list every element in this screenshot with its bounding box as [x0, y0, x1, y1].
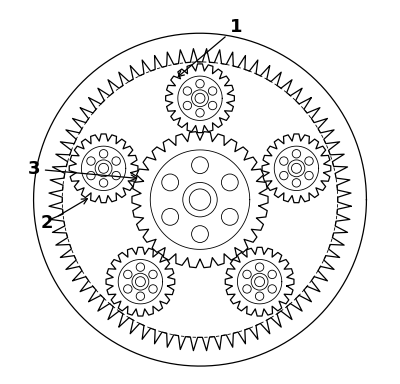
Circle shape: [292, 150, 301, 158]
Polygon shape: [106, 247, 175, 316]
Circle shape: [192, 157, 208, 174]
Circle shape: [124, 270, 132, 279]
Circle shape: [288, 160, 305, 177]
Circle shape: [132, 273, 149, 290]
Polygon shape: [69, 134, 138, 203]
Circle shape: [208, 101, 217, 110]
Circle shape: [243, 285, 251, 293]
Text: 2: 2: [41, 199, 87, 232]
Circle shape: [136, 263, 145, 271]
Circle shape: [255, 277, 264, 286]
Circle shape: [251, 273, 268, 290]
Circle shape: [112, 171, 120, 180]
Polygon shape: [262, 134, 331, 203]
Polygon shape: [132, 132, 268, 268]
Circle shape: [87, 171, 95, 180]
Circle shape: [95, 160, 112, 177]
Circle shape: [99, 150, 108, 158]
Circle shape: [280, 157, 288, 165]
Polygon shape: [166, 64, 234, 132]
Circle shape: [192, 226, 208, 243]
Circle shape: [280, 171, 288, 180]
Circle shape: [149, 285, 157, 293]
Circle shape: [292, 179, 301, 187]
Circle shape: [136, 277, 145, 286]
Circle shape: [196, 79, 204, 88]
Circle shape: [268, 285, 276, 293]
Circle shape: [34, 33, 366, 366]
Circle shape: [222, 174, 238, 191]
Circle shape: [136, 292, 145, 300]
Circle shape: [255, 263, 264, 271]
Circle shape: [98, 163, 108, 173]
Circle shape: [192, 90, 208, 107]
Circle shape: [87, 157, 95, 165]
Circle shape: [268, 270, 276, 279]
Circle shape: [183, 87, 192, 95]
Circle shape: [162, 174, 178, 191]
Circle shape: [222, 209, 238, 225]
Circle shape: [255, 292, 264, 300]
Circle shape: [183, 182, 217, 217]
Circle shape: [305, 171, 313, 180]
Circle shape: [243, 270, 251, 279]
Circle shape: [189, 189, 211, 210]
Circle shape: [305, 157, 313, 165]
Circle shape: [195, 93, 205, 103]
Text: 3: 3: [27, 160, 136, 180]
Circle shape: [99, 179, 108, 187]
Circle shape: [124, 285, 132, 293]
Circle shape: [208, 87, 217, 95]
Polygon shape: [49, 49, 351, 351]
Circle shape: [292, 163, 302, 173]
Circle shape: [162, 209, 178, 225]
Polygon shape: [225, 247, 294, 316]
Circle shape: [149, 270, 157, 279]
Circle shape: [183, 101, 192, 110]
Circle shape: [196, 109, 204, 117]
Text: 1: 1: [178, 18, 242, 76]
Circle shape: [112, 157, 120, 165]
